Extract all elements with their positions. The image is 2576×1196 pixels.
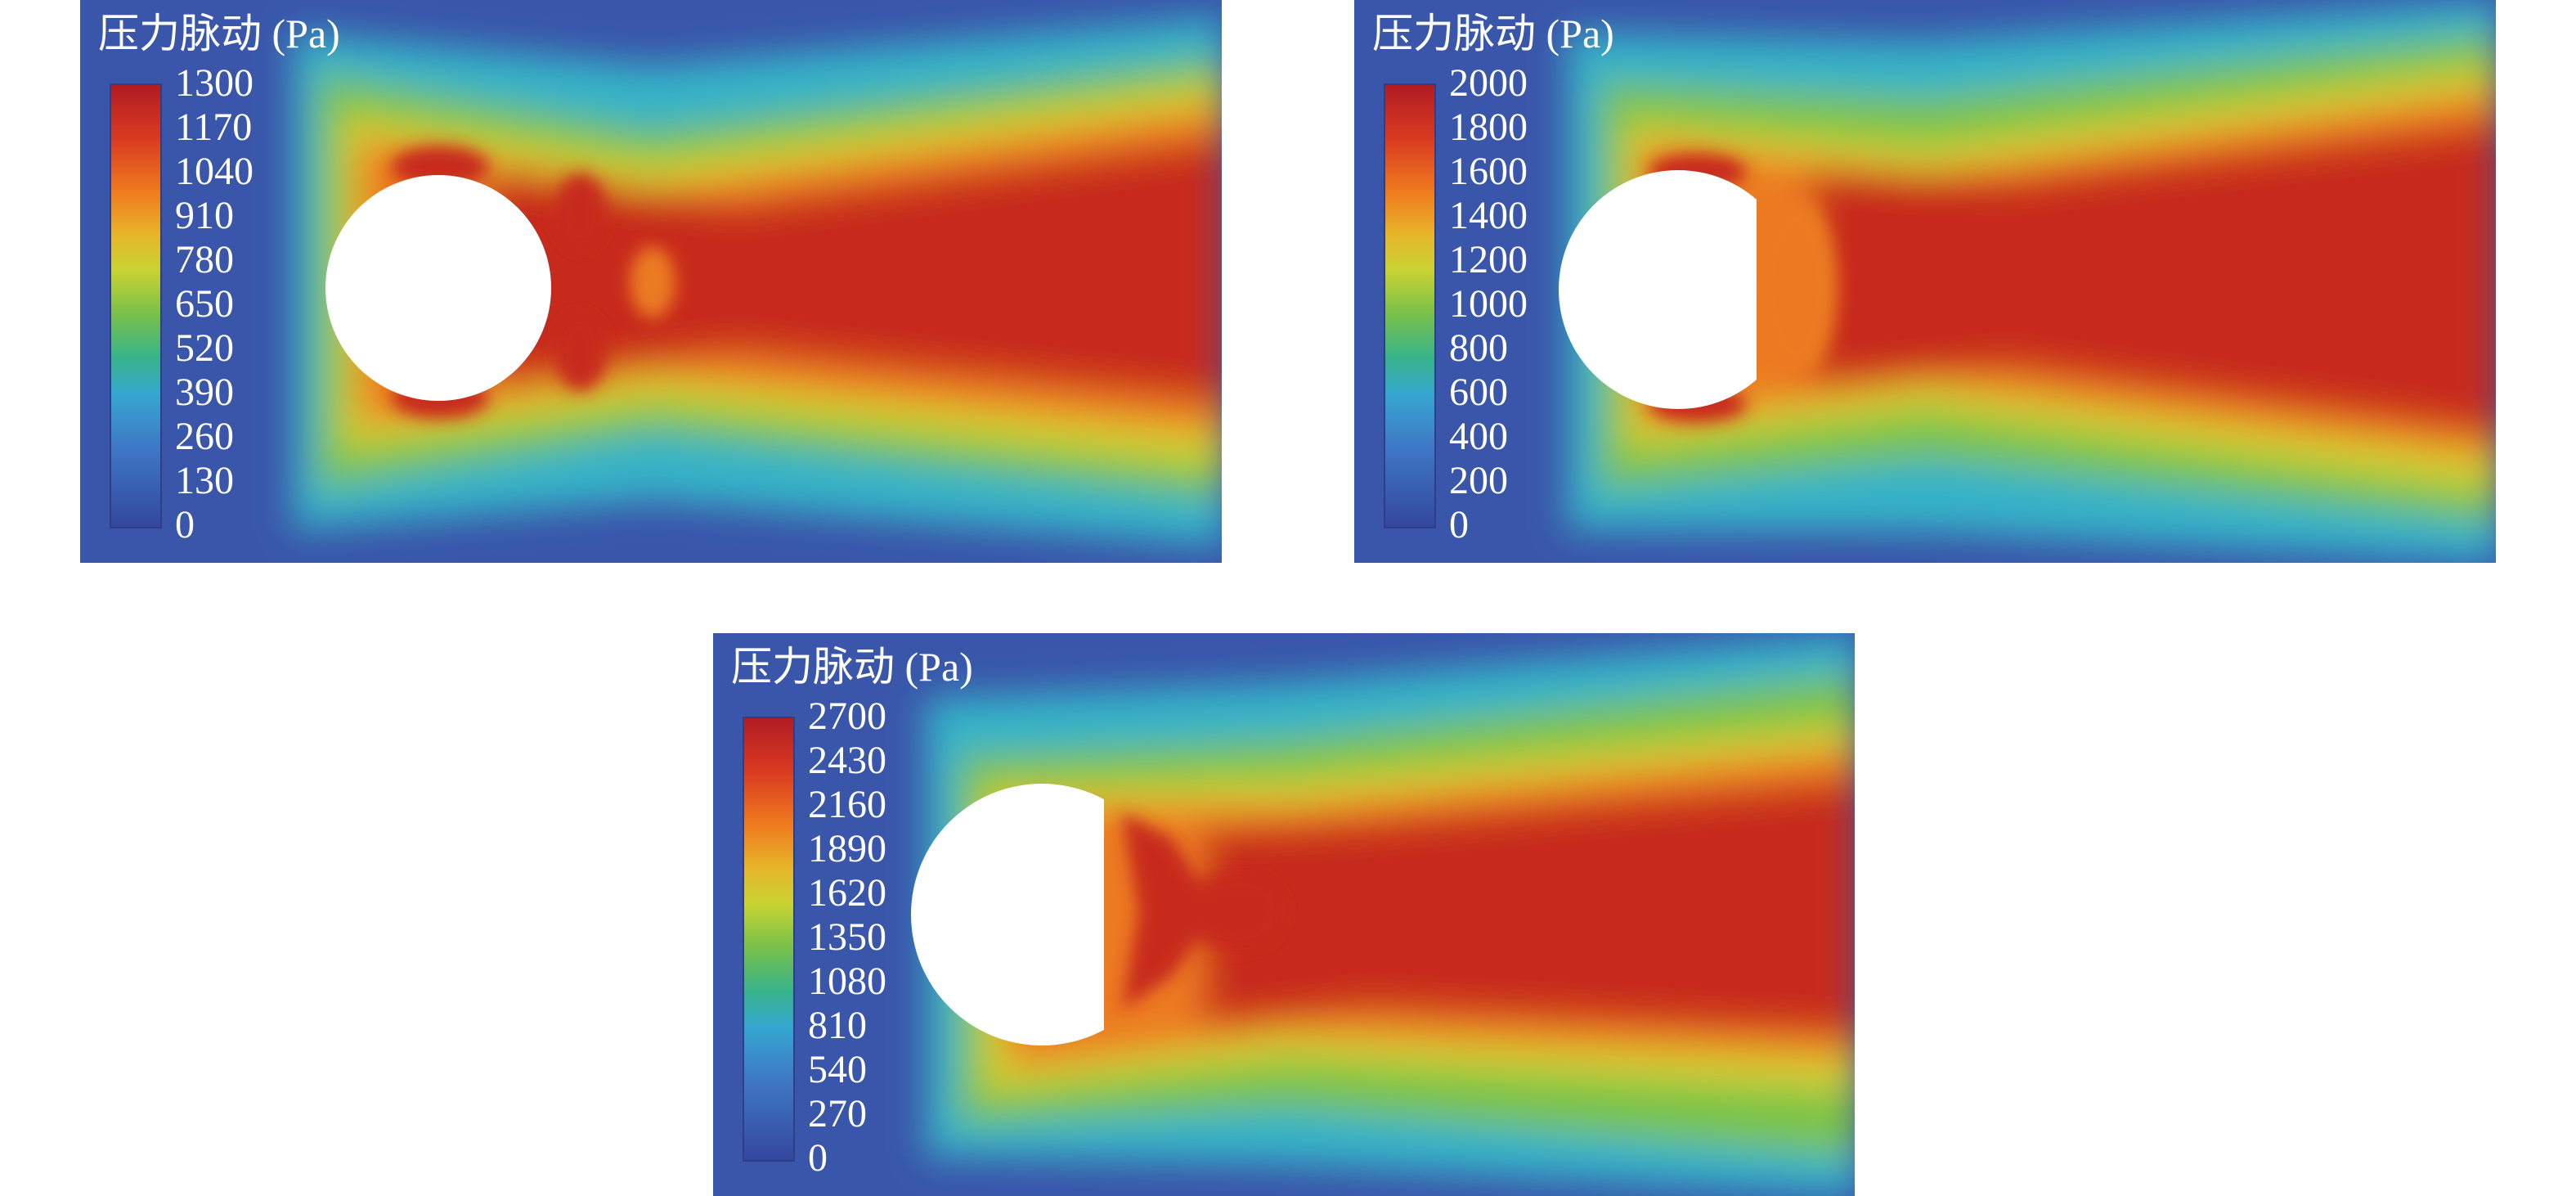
- colorbar-tick-label: 1170: [175, 106, 253, 149]
- contour-panel-2: 压力脉动 (Pa) 2000 1800 1600 1400 1200 1000 …: [1354, 0, 2496, 563]
- colorbar-tick-label: 600: [1449, 371, 1508, 414]
- colorbar-tick-label: 200: [1449, 459, 1508, 502]
- colorbar-tick-label: 1200: [1449, 238, 1528, 281]
- colorbar-tick-label: 0: [1449, 503, 1469, 546]
- colorbar-tick-label: 1080: [808, 960, 886, 1003]
- colorbar-tick-label: 2700: [808, 695, 886, 738]
- colorbar-tick-label: 1600: [1449, 150, 1528, 193]
- obstacle-truncated-circle: [1559, 170, 1757, 409]
- panel-title: 压力脉动 (Pa): [1372, 11, 1614, 56]
- panel-title: 压力脉动 (Pa): [731, 644, 973, 690]
- colorbar-tick-label: 0: [808, 1136, 828, 1180]
- colorbar-tick-label: 780: [175, 238, 234, 281]
- colorbar-tick-label: 1620: [808, 871, 886, 915]
- colorbar: [743, 717, 795, 1162]
- colorbar-tick-label: 800: [1449, 326, 1508, 370]
- colorbar-tick-label: 0: [175, 503, 195, 546]
- colorbar-tick-label: 520: [175, 326, 234, 370]
- pressure-fluctuation-field: [80, 0, 1222, 563]
- colorbar-tick-label: 2000: [1449, 61, 1528, 105]
- colorbar-tick-label: 130: [175, 459, 234, 502]
- colorbar-tick-label: 910: [175, 194, 234, 237]
- colorbar-tick-label: 1890: [808, 827, 886, 870]
- pressure-fluctuation-field: [1354, 0, 2496, 563]
- colorbar-tick-label: 1300: [175, 61, 254, 105]
- colorbar-tick-label: 810: [808, 1004, 867, 1047]
- colorbar-tick-label: 540: [808, 1048, 867, 1091]
- colorbar-tick-label: 2160: [808, 783, 886, 826]
- colorbar: [110, 83, 162, 528]
- colorbar-tick-label: 1800: [1449, 106, 1528, 149]
- panel-title: 压力脉动 (Pa): [98, 11, 340, 56]
- obstacle-truncated-circle: [911, 784, 1104, 1045]
- colorbar-tick-label: 1000: [1449, 282, 1528, 326]
- colorbar-tick-label: 390: [175, 371, 234, 414]
- contour-panel-1: 压力脉动 (Pa) 1300 1170 1040 910 780 650 520…: [80, 0, 1222, 563]
- colorbar-tick-label: 400: [1449, 415, 1508, 458]
- colorbar-tick-label: 1400: [1449, 194, 1528, 237]
- colorbar: [1384, 83, 1436, 528]
- colorbar-tick-label: 650: [175, 282, 234, 326]
- colorbar-tick-label: 1350: [808, 915, 886, 959]
- pressure-fluctuation-field: [713, 633, 1855, 1196]
- colorbar-tick-label: 1040: [175, 150, 254, 193]
- colorbar-tick-label: 2430: [808, 739, 886, 782]
- contour-panel-3: 压力脉动 (Pa) 2700 2430 2160 1890 1620 1350 …: [713, 633, 1855, 1196]
- colorbar-tick-label: 270: [808, 1092, 867, 1135]
- obstacle-circle: [325, 175, 551, 401]
- colorbar-tick-label: 260: [175, 415, 234, 458]
